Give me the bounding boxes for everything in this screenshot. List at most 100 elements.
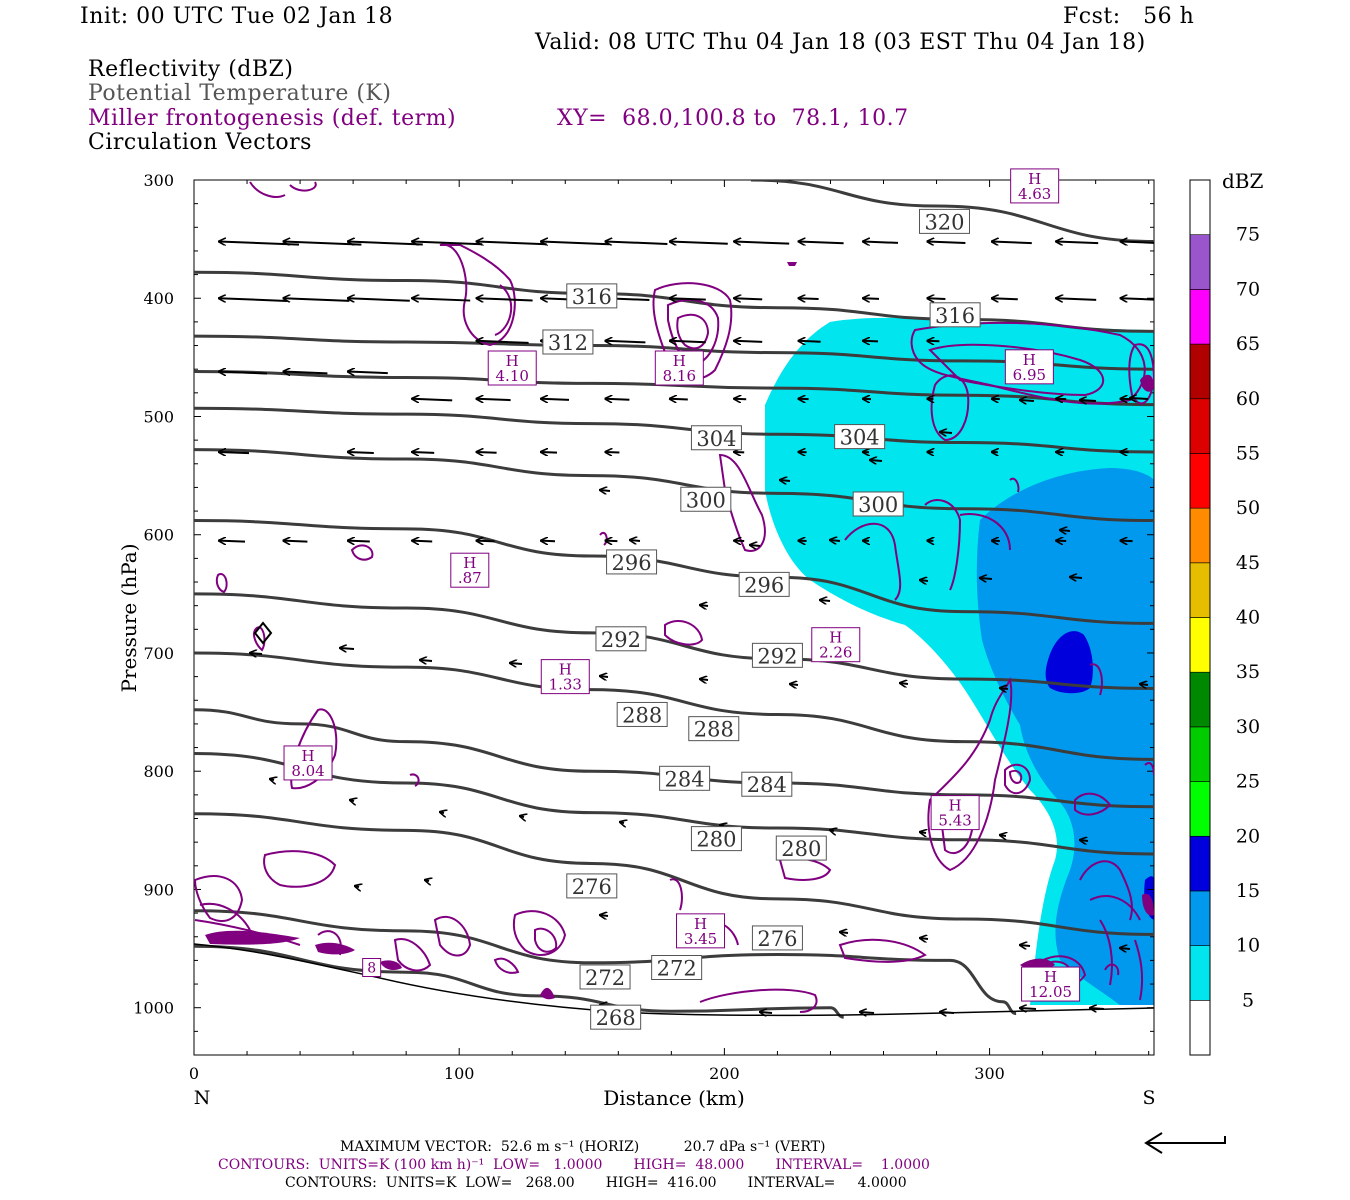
theta-label: 284 (747, 773, 787, 797)
colorbar-level-label: 70 (1236, 278, 1260, 300)
colorbar-level-label: 10 (1236, 935, 1260, 957)
y-tick-label: 500 (143, 407, 174, 426)
vector (900, 683, 909, 684)
colorbar-swatch (1189, 398, 1211, 454)
theta-label: 276 (572, 875, 612, 899)
reflectivity-shading (765, 317, 1154, 1006)
theta-label: 272 (585, 966, 625, 990)
footer-max-vector: MAXIMUM VECTOR: 52.6 m s⁻¹ (HORIZ) 20.7 … (340, 1139, 826, 1155)
miller-label-box (362, 958, 382, 977)
vector (700, 679, 709, 680)
vector (799, 241, 844, 243)
vector (510, 663, 523, 664)
miller-max-value: 3.45 (684, 930, 717, 948)
theta-label: 280 (696, 828, 736, 852)
theta-308-line (194, 370, 1154, 407)
colorbar-swatch (1189, 671, 1211, 728)
miller-max-marker: H (1044, 968, 1057, 986)
colorbar-level-label: 5 (1242, 989, 1254, 1011)
vector (927, 298, 946, 299)
theta-label: 272 (657, 957, 697, 981)
theta-label: 296 (612, 551, 652, 575)
vector (1020, 1008, 1037, 1009)
theta-label-box (741, 771, 793, 797)
colorbar-level-label: 15 (1236, 880, 1260, 902)
miller-label-box (1004, 349, 1054, 385)
theta-288-line (194, 651, 1154, 761)
miller-label-box (450, 552, 490, 588)
theta-label-box (542, 329, 594, 355)
colorbar-level-label: 25 (1236, 771, 1260, 793)
miller-max-marker: H (463, 554, 476, 572)
vector (830, 540, 841, 541)
vector (780, 480, 791, 481)
vector (412, 241, 483, 244)
theta-label-box (659, 765, 711, 791)
vector (270, 779, 274, 780)
vector (412, 399, 453, 401)
theta-label: 304 (840, 426, 880, 450)
theta-label-box (680, 486, 732, 512)
vector (477, 241, 547, 244)
vector (870, 460, 883, 461)
vector (350, 800, 354, 801)
miller-max-value: 8.04 (291, 762, 324, 780)
theta-label-box (929, 302, 981, 328)
vector (605, 399, 630, 400)
y-tick-label: 900 (143, 880, 174, 899)
vector (600, 915, 609, 916)
vector (541, 241, 610, 244)
miller-max-marker: H (1023, 351, 1036, 369)
vector (541, 399, 570, 400)
theta-label-box (688, 716, 740, 742)
vector (940, 432, 953, 433)
miller-max-marker: H (949, 797, 962, 815)
vector (920, 580, 929, 581)
colorbar-frame (1189, 179, 1211, 1056)
vector (477, 298, 533, 300)
init-time: Init: 00 UTC Tue 02 Jan 18 (80, 4, 394, 29)
miller-labels: H4.63H4.10H8.16H6.95H.87H2.26H1.33H8.04H… (283, 168, 1081, 1002)
theta-label-box (738, 571, 790, 597)
vector (799, 341, 821, 342)
theta-label-box (566, 283, 618, 309)
legend-reflectivity: Reflectivity (dBZ) (88, 57, 294, 82)
colorbar-swatch (1189, 562, 1211, 618)
theta-label: 300 (686, 488, 726, 512)
theta-label: 284 (665, 767, 705, 791)
valid-time: Valid: 08 UTC Thu 04 Jan 18 (03 EST Thu … (535, 30, 1146, 55)
vector (734, 298, 763, 299)
vector (992, 241, 1032, 243)
vector (670, 241, 728, 243)
theta-label: 268 (596, 1006, 636, 1030)
colorbar-swatch (1189, 726, 1211, 782)
theta-label-box (606, 549, 658, 575)
theta-label-box (918, 208, 970, 234)
colorbar-level-label: 60 (1236, 388, 1260, 410)
vector (1120, 948, 1131, 949)
y-tick-label: 1000 (133, 999, 174, 1018)
miller-max-value: .87 (458, 569, 482, 587)
vector (863, 241, 899, 242)
vector (355, 886, 359, 887)
vector (670, 399, 688, 400)
colorbar-swatch (1189, 179, 1211, 235)
miller-label-box (654, 350, 704, 386)
theta-292-line (194, 592, 1154, 690)
colorbar-level-label: 45 (1236, 552, 1260, 574)
vector (840, 932, 849, 933)
miller-label-box (487, 350, 537, 386)
vector (348, 241, 423, 244)
vector (1080, 400, 1097, 401)
vector (1056, 298, 1097, 300)
vector (720, 825, 724, 826)
vector (1140, 684, 1149, 685)
miller-max-value: 12.05 (1029, 983, 1072, 1001)
colorbar-swatch (1189, 234, 1211, 290)
colorbar-level-label: 75 (1236, 224, 1260, 246)
y-axis-label: Pressure (hPa) (117, 544, 141, 693)
colorbar-swatch (1189, 890, 1211, 946)
colorbar-swatch (1189, 945, 1211, 1001)
theta-296-line (194, 519, 1154, 625)
legend-theta: Potential Temperature (K) (88, 81, 392, 106)
